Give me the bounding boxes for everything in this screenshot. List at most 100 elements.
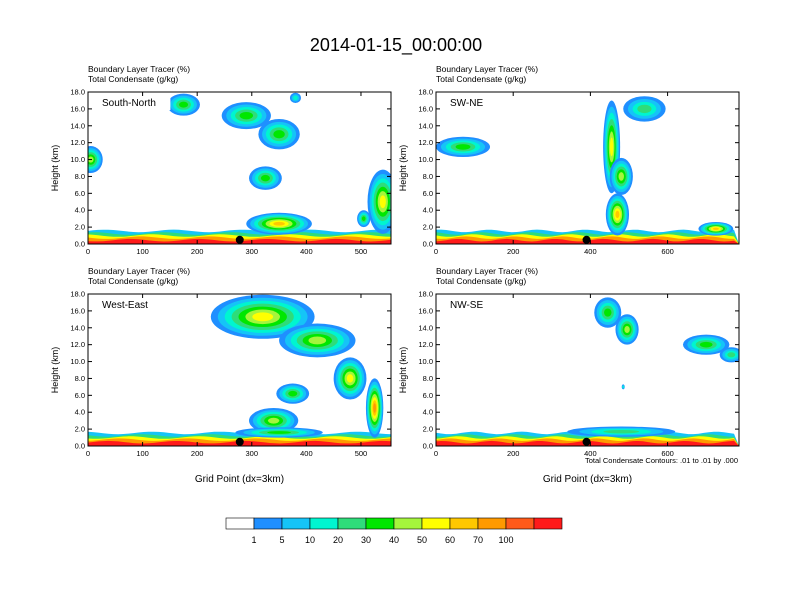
xtick-label: 100 [136,247,149,256]
ytick-label: 12.0 [418,340,433,349]
cloud-5-level-5 [260,174,270,182]
panel-subtitle-line1: Boundary Layer Tracer (%) [436,266,538,276]
colorbar-swatch [281,517,311,530]
colorbar-label: 60 [445,535,455,545]
ytick-label: 8.0 [75,172,85,181]
ytick-label: 2.0 [423,223,433,232]
ytick-label: 10.0 [418,357,433,366]
ytick-label: 10.0 [70,357,85,366]
colorbar-label: 1 [251,535,256,545]
cloud-6-level-8 [273,221,285,226]
colorbar-swatch [365,517,395,530]
ytick-label: 18.0 [70,88,85,97]
ytick-label: 18.0 [70,290,85,299]
ytick-label: 2.0 [75,425,85,434]
cloud-3-level-5 [288,390,298,397]
x-axis-label: Grid Point (dx=3km) [195,474,284,485]
ytick-label: 14.0 [418,121,433,130]
cloud-3-level-5 [273,130,285,139]
xtick-label: 0 [86,449,90,458]
ytick-label: 4.0 [75,408,85,417]
ytick-label: 0.0 [75,240,85,249]
panel-label: SW-NE [450,98,483,109]
contour-footnote: Total Condensate Contours: .01 to .01 by… [585,456,738,465]
ytick-label: 0.0 [423,240,433,249]
terrain-marker [582,437,591,446]
ytick-label: 16.0 [70,104,85,113]
panel-subtitle-line2: Total Condensate (g/kg) [436,74,526,84]
xtick-label: 0 [434,449,438,458]
plot-area [88,92,391,244]
xtick-label: 600 [661,247,674,256]
cloud-3-level-6 [618,172,624,181]
y-axis-label: Height (km) [398,347,408,394]
xtick-label: 300 [246,247,259,256]
cloud-0-level-5 [604,308,612,317]
terrain-marker [582,235,591,244]
panel-subtitle-line1: Boundary Layer Tracer (%) [88,64,190,74]
ytick-label: 16.0 [70,306,85,315]
ytick-label: 0.0 [75,442,85,451]
ytick-label: 16.0 [418,104,433,113]
ytick-label: 4.0 [423,408,433,417]
plot-frame [87,293,392,447]
cloud-1-level-5 [179,101,189,108]
cloud-2-level-7 [346,374,354,383]
colorbar: 1 5 10 20 30 40 50 60 70 100 [225,517,563,545]
panel-sw-ne: Boundary Layer Tracer (%)Total Condensat… [398,64,740,256]
cloud-5-level-4 [603,429,640,434]
cloud-4-level-3 [293,95,298,101]
cloud-5-level-9 [373,403,377,413]
xtick-label: 500 [355,449,368,458]
ytick-label: 8.0 [423,172,433,181]
cloud-3-level-4 [727,352,736,358]
panel-label: West-East [102,300,148,311]
colorbar-swatch [421,517,451,530]
colorbar-swatch [449,517,479,530]
ytick-label: 6.0 [75,189,85,198]
ytick-label: 2.0 [423,425,433,434]
ytick-label: 2.0 [75,223,85,232]
colorbar-swatch [393,517,423,530]
cloud-7-level-7 [379,195,386,209]
panel-subtitle-line2: Total Condensate (g/kg) [88,276,178,286]
panel-label-bg [438,296,480,312]
colorbar-label: 40 [389,535,399,545]
ytick-label: 18.0 [418,88,433,97]
cloud-0-level-7 [252,312,274,322]
y-axis-label: Height (km) [50,347,60,394]
colorbar-swatch [225,517,255,530]
cloud-1-level-4 [637,104,652,114]
ytick-label: 14.0 [418,323,433,332]
ytick-label: 4.0 [75,206,85,215]
ytick-label: 14.0 [70,121,85,130]
colorbar-label: 100 [498,535,513,545]
cloud-8-level-5 [361,216,366,221]
xtick-label: 0 [434,247,438,256]
panel-south-north: Boundary Layer Tracer (%)Total Condensat… [50,64,392,256]
colorbar-label: 5 [279,535,284,545]
xtick-label: 400 [584,247,597,256]
plot-frame [435,91,740,245]
panel-label-bg [90,296,158,312]
plot-frame [435,293,740,447]
colorbar-label: 30 [361,535,371,545]
plot-area [88,294,391,446]
ytick-label: 6.0 [423,189,433,198]
colorbar-swatch [533,517,563,530]
terrain-marker [235,235,244,244]
ytick-label: 6.0 [75,391,85,400]
ytick-label: 10.0 [418,155,433,164]
x-axis-label: Grid Point (dx=3km) [543,474,632,485]
ytick-label: 16.0 [418,306,433,315]
ytick-label: 12.0 [418,138,433,147]
xtick-label: 0 [86,247,90,256]
cloud-1-level-6 [308,336,327,345]
xtick-label: 400 [584,449,597,458]
colorbar-swatch [309,517,339,530]
ytick-label: 12.0 [70,138,85,147]
xtick-label: 400 [300,247,313,256]
ytick-label: 18.0 [418,290,433,299]
ytick-label: 4.0 [423,206,433,215]
ytick-label: 8.0 [423,374,433,383]
